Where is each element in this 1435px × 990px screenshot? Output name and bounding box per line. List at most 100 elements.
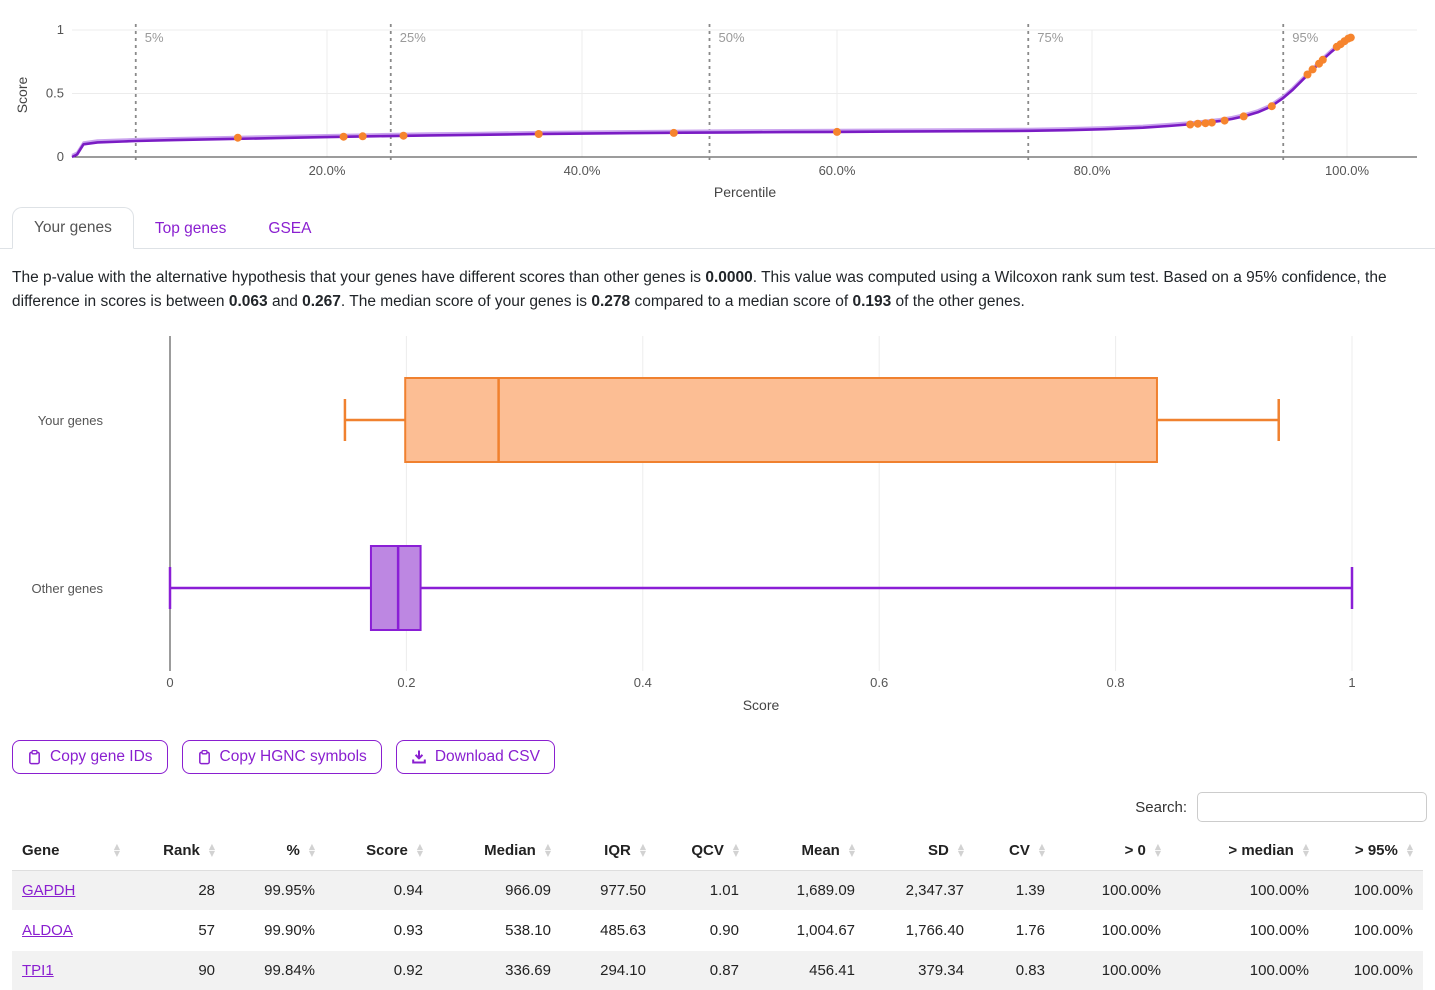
sort-icon[interactable]: ▲ ▼ (639, 841, 646, 858)
sort-icon[interactable]: ▲ ▼ (957, 841, 964, 858)
button-label: Download CSV (434, 748, 540, 766)
cell: 0.92 (393, 962, 423, 980)
sort-icon[interactable]: ▲ ▼ (848, 841, 855, 858)
cell: 538.10 (505, 922, 551, 940)
copy-gene-ids-button[interactable]: Copy gene IDs (12, 740, 168, 775)
sort-icon[interactable]: ▲ ▼ (113, 841, 120, 858)
category-label: Other genes (31, 581, 103, 596)
column-label: Mean (801, 842, 840, 860)
sort-icon[interactable]: ▲ ▼ (208, 841, 215, 858)
box[interactable] (369, 545, 422, 632)
gene-point[interactable] (833, 127, 841, 136)
download-icon (412, 750, 426, 764)
column-header-iqr[interactable]: IQR ▲ ▼ (561, 832, 656, 872)
cell: 966.09 (505, 882, 551, 900)
tab-gsea[interactable]: GSEA (268, 220, 312, 237)
gene-point[interactable] (1303, 70, 1312, 79)
cell: 57 (198, 922, 215, 940)
cell: 1,766.40 (905, 922, 964, 940)
column-label: > median (1228, 842, 1294, 860)
sort-icon[interactable]: ▲ ▼ (308, 841, 315, 858)
gene-point[interactable] (339, 132, 348, 141)
column-label: IQR (604, 842, 631, 860)
gene-point[interactable] (669, 128, 678, 137)
gene-point[interactable] (399, 131, 408, 140)
download-csv-button[interactable]: Download CSV (395, 740, 555, 775)
tab-your-genes[interactable]: Your genes (12, 207, 134, 249)
summary-text: of the other genes. (891, 293, 1025, 311)
cell: 1,004.67 (796, 922, 855, 940)
gene-point[interactable] (358, 132, 367, 141)
y-axis-title: Score (14, 77, 30, 114)
clipboard-icon (198, 750, 210, 765)
gene-point[interactable] (1267, 102, 1276, 111)
search-label: Search: (1135, 798, 1187, 816)
cell-gene: GAPDH (12, 871, 130, 911)
gene-point[interactable] (534, 130, 543, 138)
column-header-mean[interactable]: Mean ▲ ▼ (749, 832, 865, 872)
column-header-gene[interactable]: Gene ▲ ▼ (12, 832, 130, 872)
gene-point[interactable] (1201, 119, 1210, 128)
column-header-sd[interactable]: SD ▲ ▼ (865, 832, 974, 872)
column-header-[interactable]: % ▲ ▼ (225, 832, 325, 872)
table-row: GAPDH 28 99.95% 0.94 966.09 977.50 1.01 1,689.0… (12, 870, 1423, 911)
gene-point[interactable] (1318, 55, 1327, 64)
table-header-row: Gene ▲ ▼ Rank ▲ ▼% ▲ ▼ Score ▲ ▼ Median ▲ ▼ IQR ▲ ▼ QCV ▲ ▼… (12, 832, 1423, 872)
cell: 90 (198, 962, 215, 980)
cell: 1.39 (1015, 882, 1045, 900)
cell: 1.76 (1015, 922, 1045, 940)
gene-link[interactable]: TPI1 (22, 962, 54, 980)
column-header-score[interactable]: Score ▲ ▼ (325, 832, 433, 872)
column-header-gt-median[interactable]: > median ▲ ▼ (1171, 832, 1319, 872)
column-header-rank[interactable]: Rank ▲ ▼ (130, 832, 225, 872)
percentile-marker-label: 25% (400, 30, 426, 45)
sort-icon[interactable]: ▲ ▼ (416, 841, 423, 858)
gene-point[interactable] (1220, 116, 1229, 125)
score-boxplot-chart[interactable]: 0 0.2 0.4 0.6 0.8 1 Score Your genes Other genes (0, 332, 1435, 714)
cell: 294.10 (600, 962, 646, 980)
percentile-marker-label: 50% (719, 30, 745, 45)
gene-point[interactable] (1346, 33, 1355, 42)
column-header-qcv[interactable]: QCV ▲ ▼ (656, 832, 749, 872)
gene-point[interactable] (1239, 112, 1248, 121)
cell: 0.87 (709, 962, 739, 980)
column-label: Score (366, 842, 408, 860)
tab-top-genes[interactable]: Top genes (154, 220, 227, 237)
cell: 0.94 (393, 882, 423, 900)
copy-hgnc-symbols-button[interactable]: Copy HGNC symbols (181, 740, 382, 775)
gene-link[interactable]: ALDOA (22, 922, 73, 940)
button-label: Copy HGNC symbols (219, 748, 367, 766)
cell: 100.00% (1353, 922, 1413, 940)
percentile-score-chart[interactable]: 0 0.5 1 20.0% 40.0% 60.0% 80.0% 100.0% 5% 25% 50% 7… (0, 0, 1435, 205)
table-row: TPI1 90 99.84% 0.92 336.69 294.10 0.87 456.41 37… (12, 950, 1423, 990)
summary-value: 0.267 (302, 293, 341, 311)
sort-icon[interactable]: ▲ ▼ (1406, 841, 1413, 858)
column-header-median[interactable]: Median ▲ ▼ (433, 832, 561, 872)
gene-point[interactable] (1193, 119, 1202, 128)
score-curve (71, 35, 1351, 159)
column-label: % (286, 842, 300, 860)
sort-icon[interactable]: ▲ ▼ (1302, 841, 1309, 858)
sort-icon[interactable]: ▲ ▼ (1154, 841, 1161, 858)
percentile-marker-label: 5% (145, 30, 164, 45)
column-label: Rank (163, 842, 200, 860)
x-tick-label: 1 (1348, 675, 1355, 690)
column-header-cv[interactable]: CV ▲ ▼ (974, 832, 1055, 872)
gene-point[interactable] (1207, 118, 1216, 127)
column-header-gt-95[interactable]: > 95% ▲ ▼ (1319, 832, 1423, 872)
gene-point[interactable] (1186, 120, 1195, 129)
gene-link[interactable]: GAPDH (22, 882, 76, 900)
cell: 456.41 (809, 962, 855, 980)
search-bar: Search: (0, 792, 1427, 823)
sort-icon[interactable]: ▲ ▼ (732, 841, 739, 858)
gene-point[interactable] (233, 133, 242, 142)
sort-icon[interactable]: ▲ ▼ (1038, 841, 1045, 858)
percentile-marker-label: 95% (1292, 30, 1318, 45)
sort-icon[interactable]: ▲ ▼ (544, 841, 551, 858)
column-header-gt-0[interactable]: > 0 ▲ ▼ (1055, 832, 1171, 872)
box[interactable] (404, 377, 1158, 464)
gene-point[interactable] (1308, 65, 1317, 74)
button-label: Copy gene IDs (50, 748, 153, 766)
cell-gene: ALDOA (12, 911, 130, 951)
search-input[interactable] (1197, 792, 1427, 823)
